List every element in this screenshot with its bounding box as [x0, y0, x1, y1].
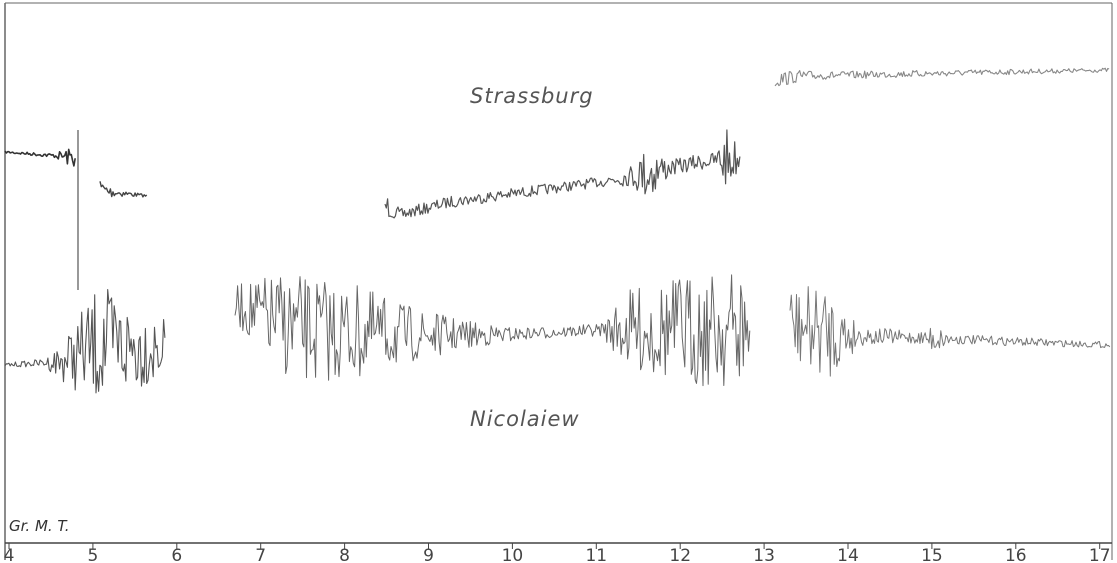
lower-station-label: Nicolaiew: [470, 407, 580, 431]
trace: [4, 148, 76, 167]
trace: [384, 129, 741, 219]
tick-label: 12: [669, 546, 691, 563]
tick-label: 4: [4, 546, 15, 563]
tick-label: 17: [1089, 546, 1111, 563]
tick-label: 7: [255, 546, 266, 563]
tick-label: 10: [502, 546, 524, 563]
trace: [234, 274, 751, 387]
tick-label: 13: [753, 546, 775, 563]
time-axis-label: Gr. M. T.: [9, 517, 70, 535]
tick-label: 14: [837, 546, 859, 563]
trace: [789, 286, 1111, 377]
tick-label: 15: [921, 546, 943, 563]
tick-label: 5: [87, 546, 98, 563]
trace: [4, 289, 166, 394]
time-ticks: 4 5 6 7 8 9 10 11 12 13 14 15 16 17: [4, 543, 1111, 563]
upper-station-label: Strassburg: [470, 84, 594, 108]
tick-label: 9: [423, 546, 434, 563]
traces: [4, 67, 1111, 394]
trace: [99, 181, 148, 198]
tick-label: 11: [585, 546, 607, 563]
tick-label: 8: [339, 546, 350, 563]
tick-label: 16: [1005, 546, 1027, 563]
tick-label: 6: [171, 546, 182, 563]
trace: [774, 67, 1110, 87]
